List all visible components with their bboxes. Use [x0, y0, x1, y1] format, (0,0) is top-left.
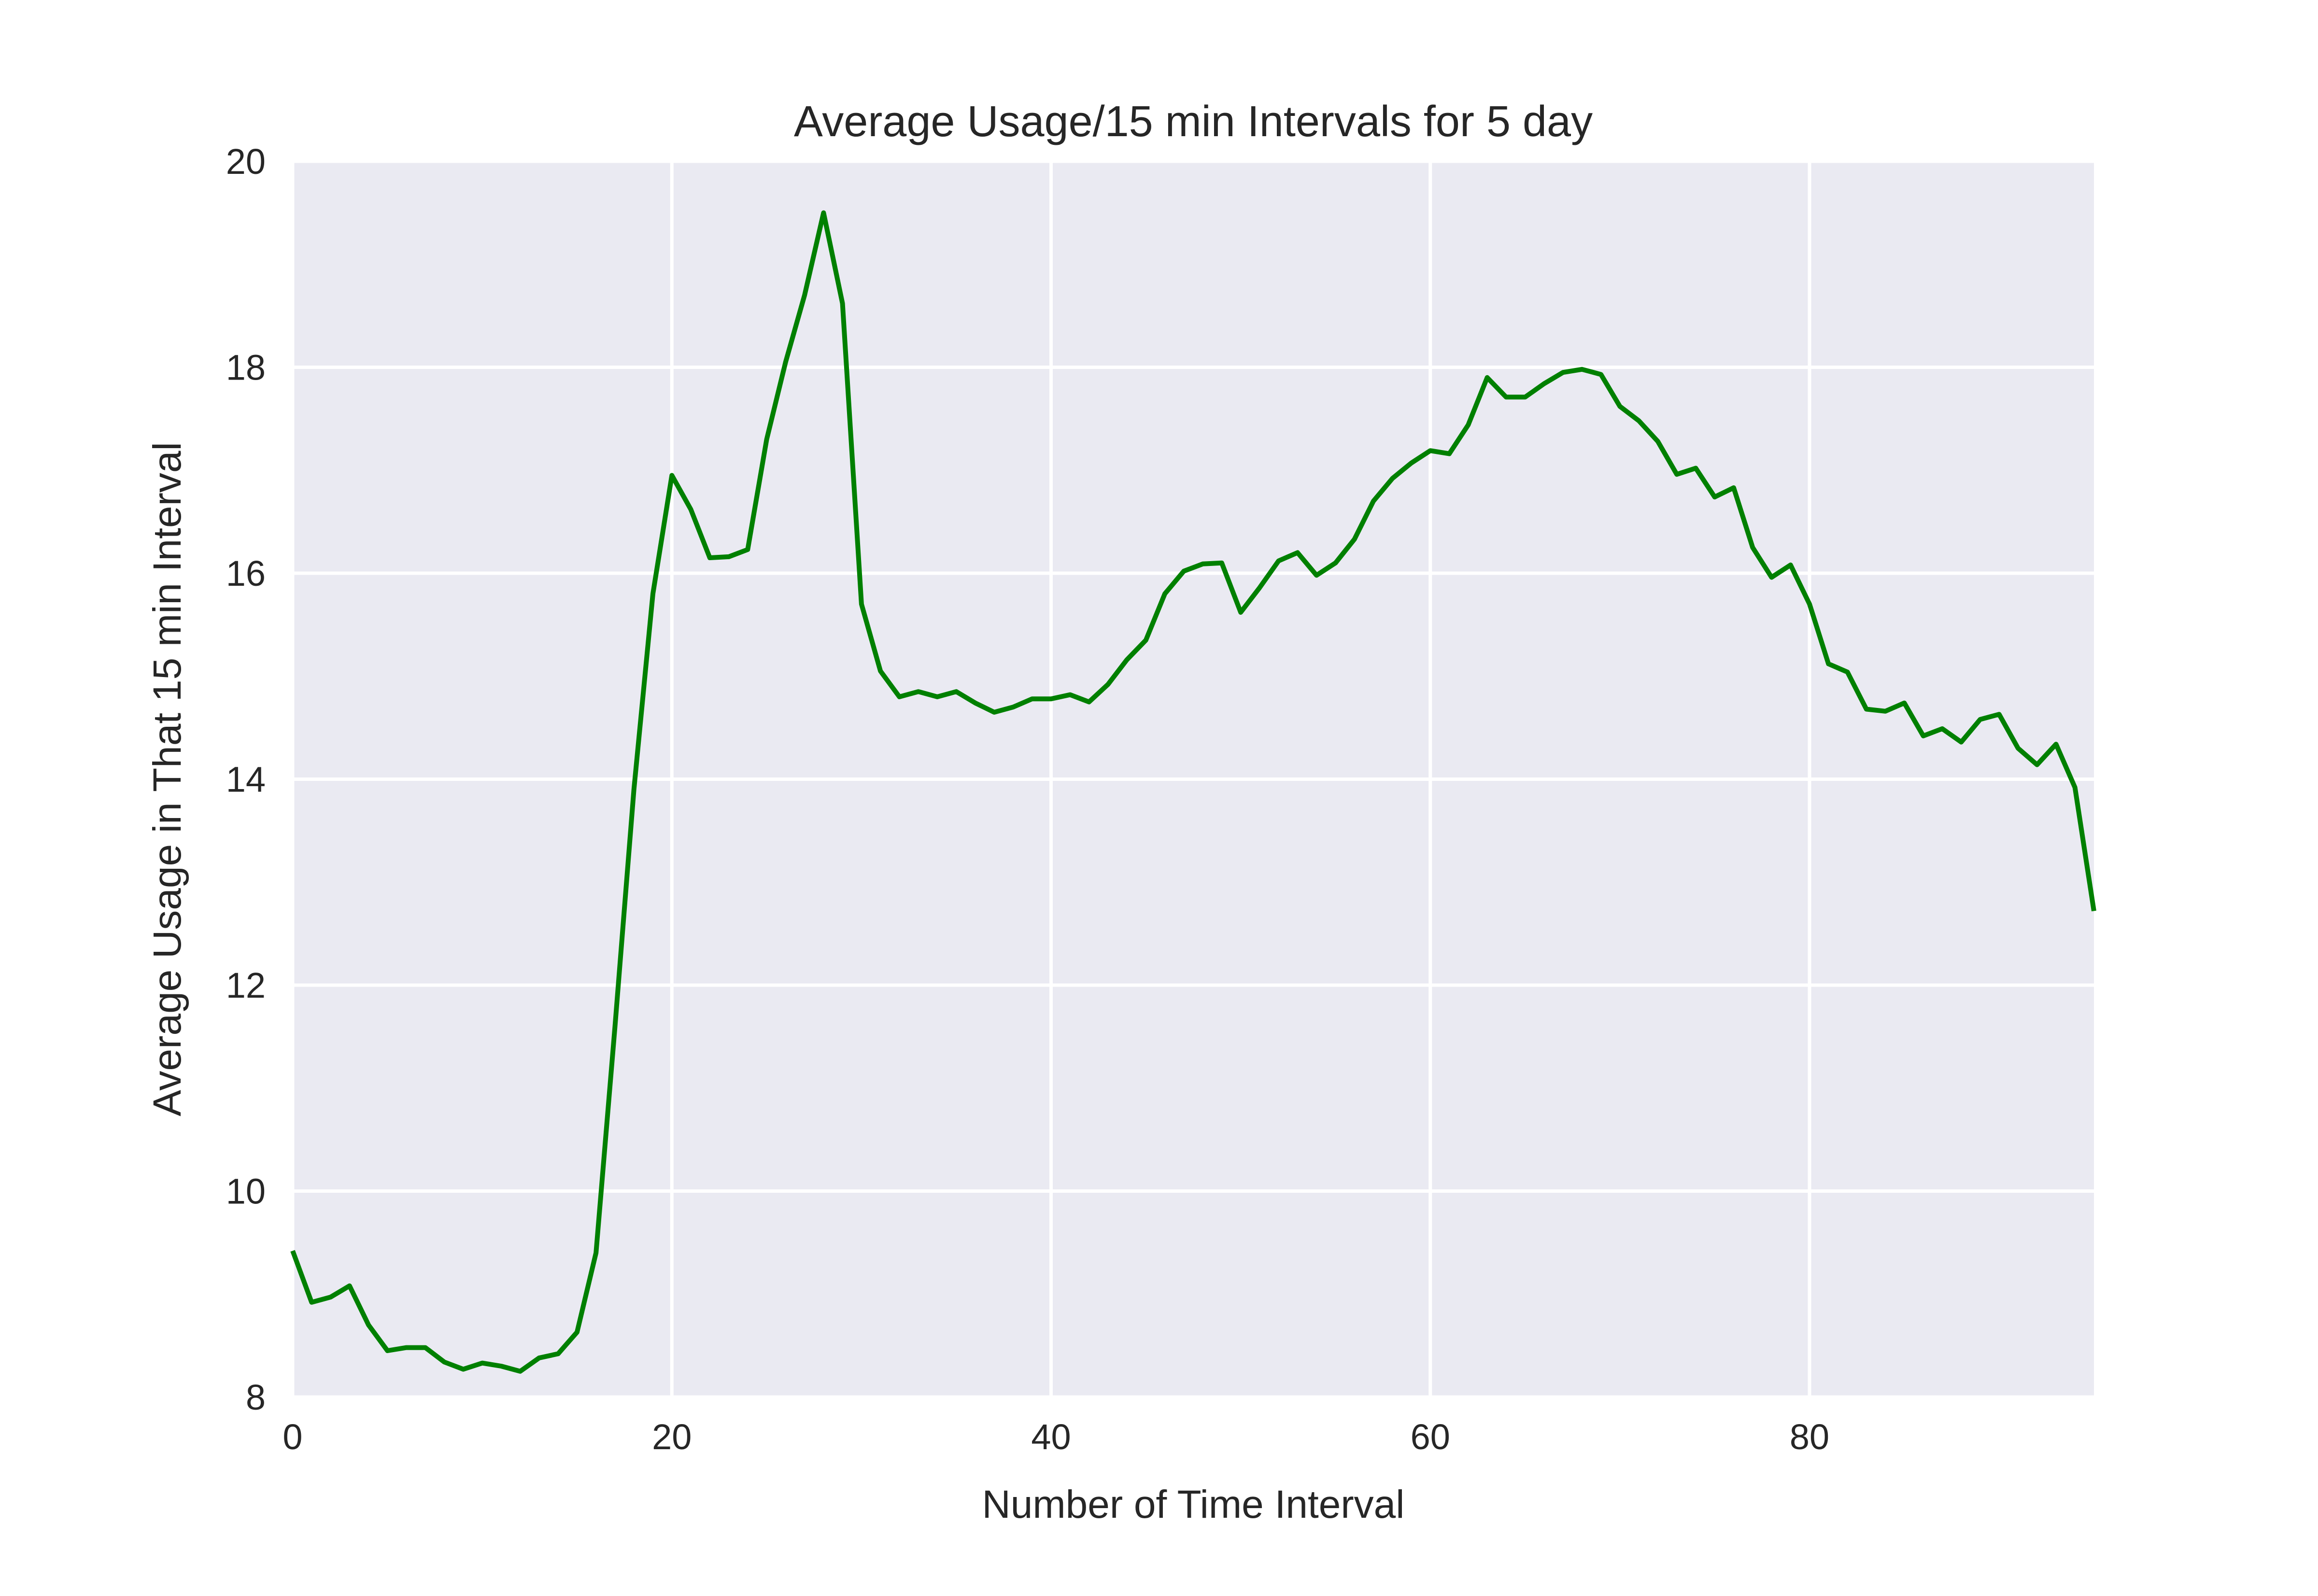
x-tick-label: 40 — [1031, 1417, 1071, 1457]
x-tick-label: 60 — [1411, 1417, 1450, 1457]
series-layer — [290, 210, 2096, 1374]
tick-labels: 0 20 40 60 80 8 10 12 14 16 18 20 — [226, 141, 1830, 1457]
y-tick-label: 12 — [226, 965, 266, 1005]
y-tick-label: 20 — [226, 141, 266, 182]
x-tick-label: 0 — [283, 1417, 302, 1457]
y-tick-label: 10 — [226, 1172, 266, 1212]
y-tick-label: 16 — [226, 553, 266, 593]
y-tick-label: 18 — [226, 348, 266, 388]
y-tick-label: 14 — [226, 760, 266, 800]
y-tick-label: 8 — [246, 1377, 266, 1417]
x-tick-label: 80 — [1790, 1417, 1829, 1457]
y-axis-label: Average Usage in That 15 min Interval — [145, 442, 189, 1116]
x-axis-label: Number of Time Interval — [982, 1483, 1405, 1526]
chart-title: Average Usage/15 min Intervals for 5 day — [794, 98, 1593, 146]
x-tick-label: 20 — [652, 1417, 692, 1457]
series-line — [290, 210, 2096, 1374]
